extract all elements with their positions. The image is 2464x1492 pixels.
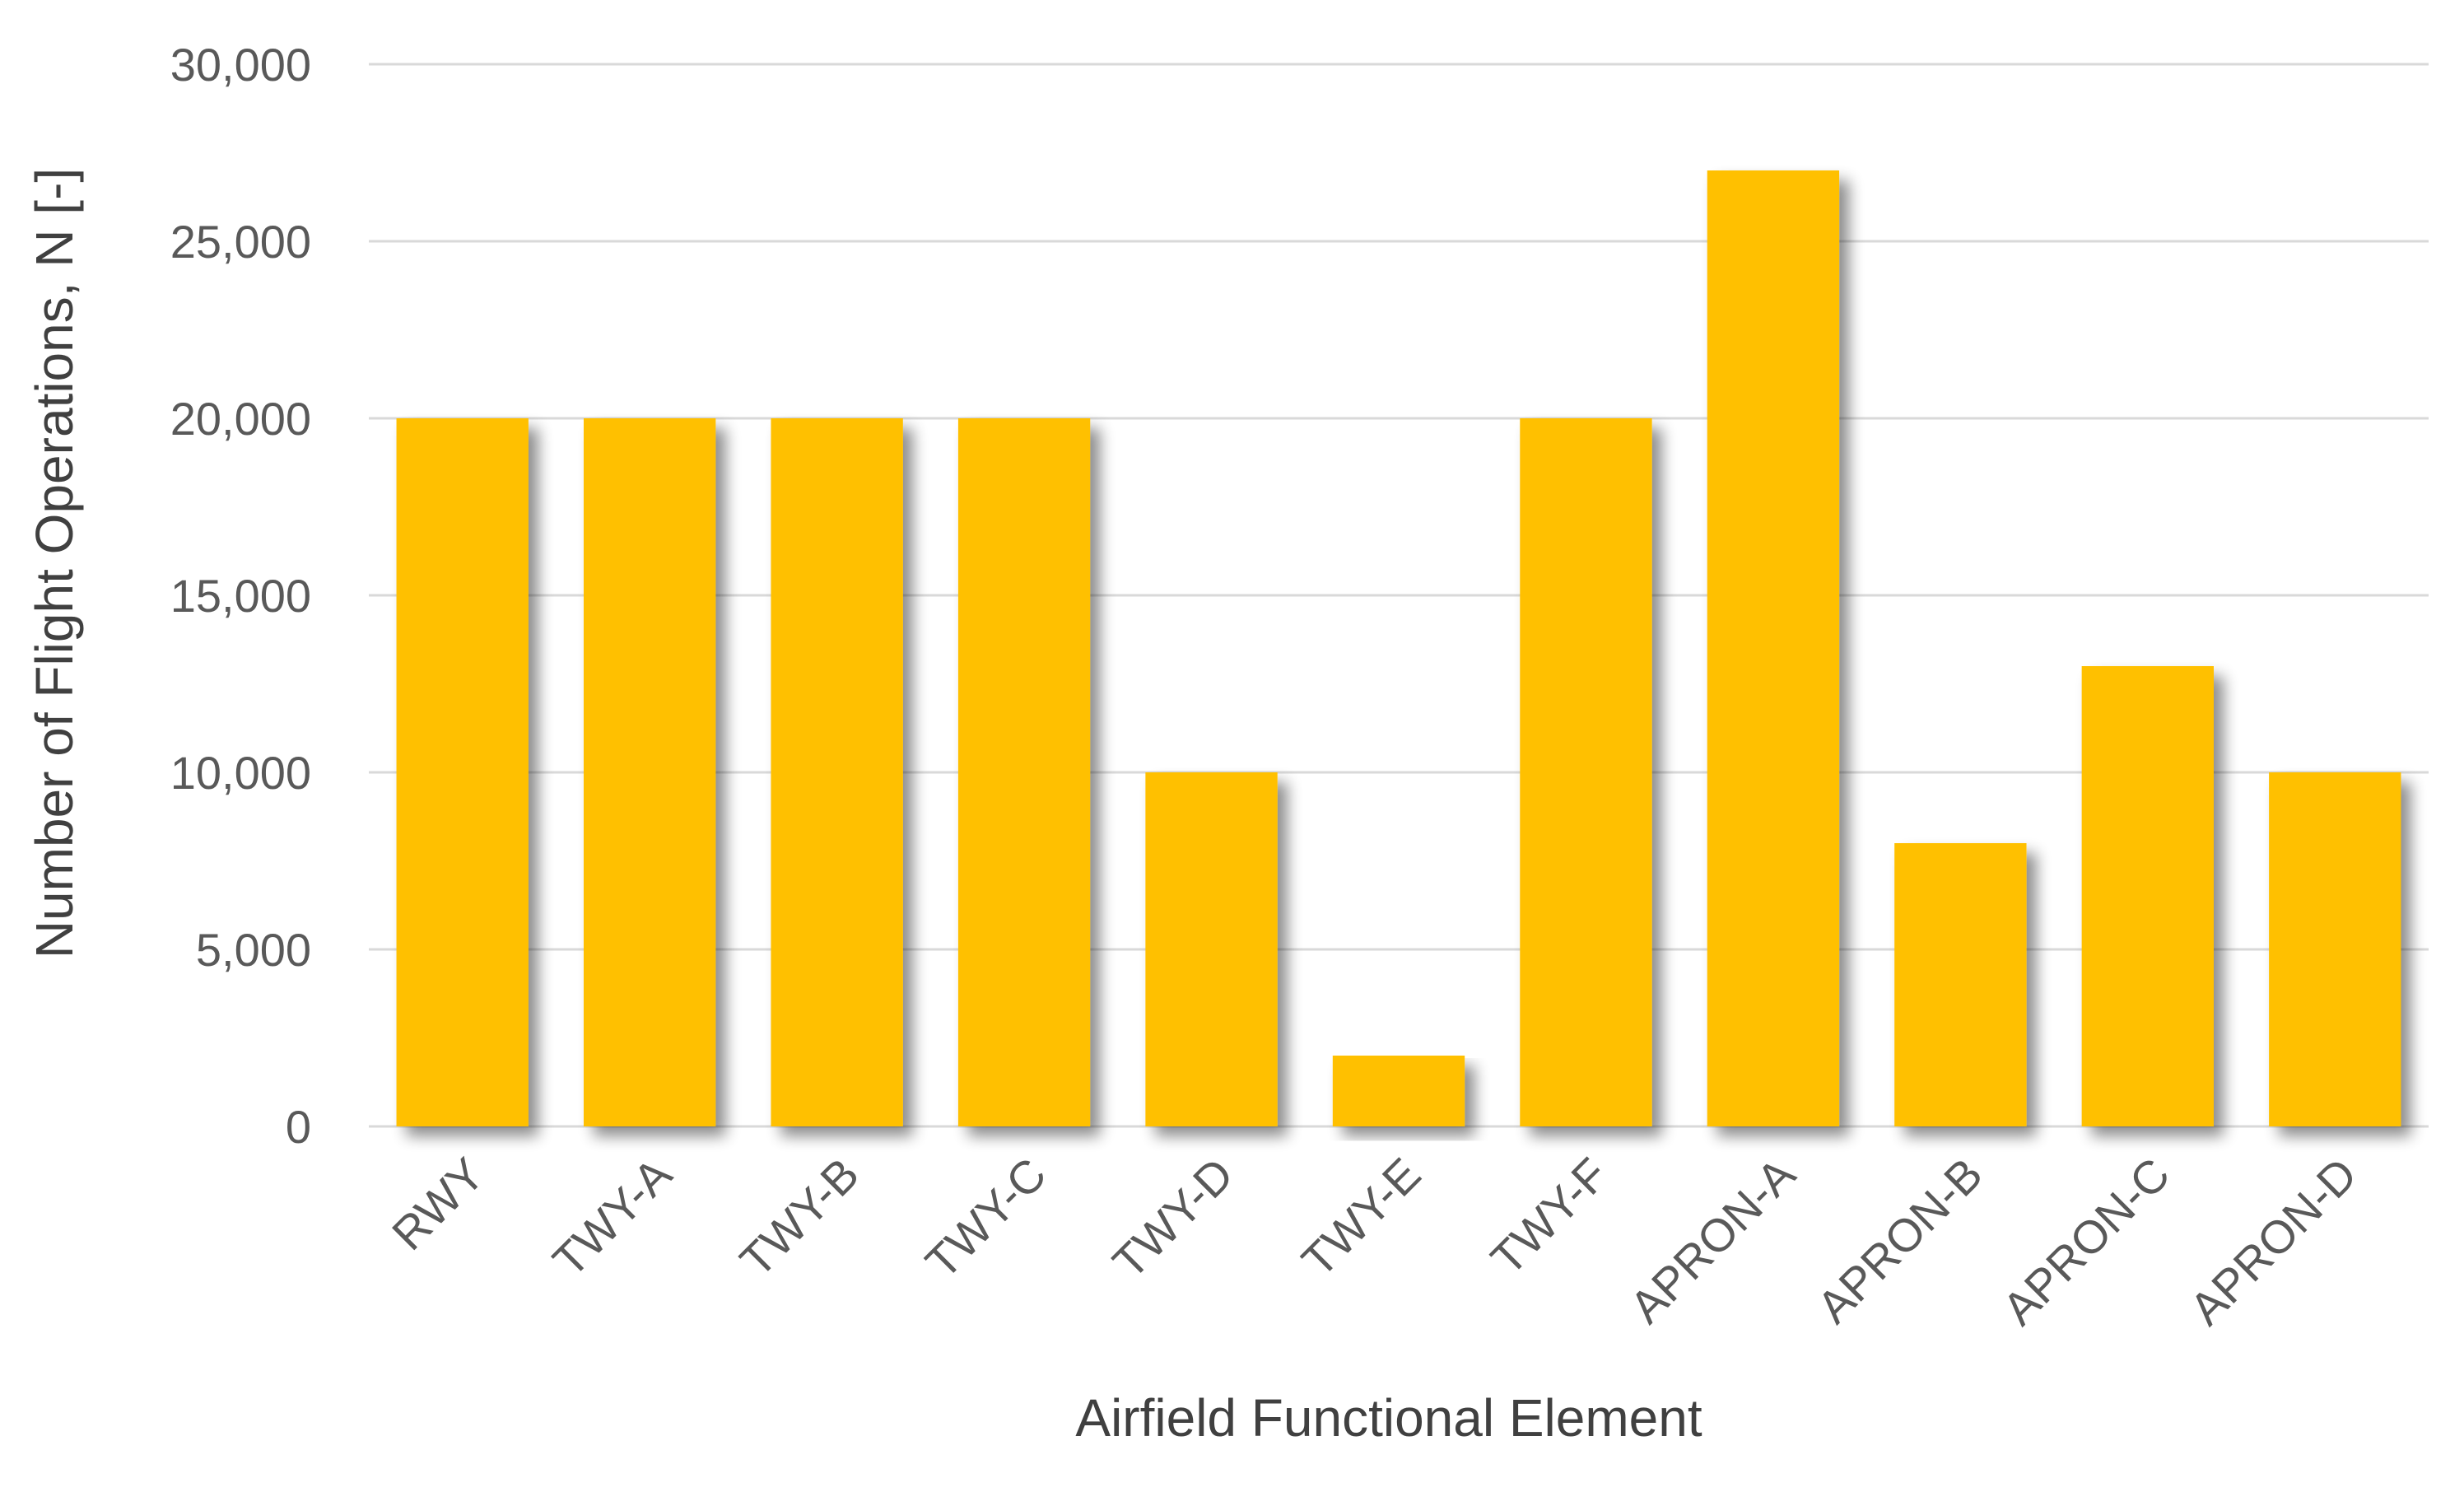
x-tick-label: APRON-D bbox=[2180, 1148, 2367, 1335]
bar bbox=[771, 418, 903, 1126]
bar bbox=[1332, 1056, 1465, 1126]
x-tick-label: TWY-A bbox=[543, 1147, 682, 1286]
x-tick-label: TWY-D bbox=[1102, 1148, 1243, 1289]
x-tick-label: TWY-E bbox=[1292, 1148, 1430, 1286]
y-tick-label: 30,000 bbox=[170, 39, 311, 91]
y-tick-label: 15,000 bbox=[170, 570, 311, 622]
bar bbox=[1707, 170, 1840, 1126]
y-axis-title: Number of Flight Operations, N [-] bbox=[25, 168, 84, 958]
x-axis-title: Airfield Functional Element bbox=[1075, 1388, 1702, 1448]
x-tick-label: TWY-C bbox=[915, 1148, 1056, 1289]
x-tick-label: APRON-B bbox=[1807, 1148, 1992, 1333]
bar bbox=[957, 418, 1091, 1126]
bar bbox=[396, 418, 529, 1126]
bar bbox=[2081, 666, 2214, 1126]
x-tick-label: RWY bbox=[382, 1148, 494, 1260]
x-tick-label: APRON-A bbox=[1619, 1147, 1805, 1332]
bar bbox=[1520, 418, 1652, 1126]
y-tick-label: 0 bbox=[286, 1101, 311, 1153]
bar bbox=[1145, 772, 1278, 1126]
y-axis-ticks: 0 5,000 10,000 15,000 20,000 25,000 30,000 bbox=[170, 39, 311, 1153]
y-tick-label: 20,000 bbox=[170, 393, 311, 445]
bar bbox=[2269, 772, 2401, 1126]
x-tick-label: TWY-F bbox=[1481, 1148, 1618, 1285]
x-tick-label: TWY-B bbox=[730, 1148, 869, 1286]
x-tick-label: APRON-C bbox=[1992, 1148, 2179, 1335]
bars bbox=[396, 170, 2401, 1126]
bar bbox=[1894, 843, 2027, 1126]
y-tick-label: 5,000 bbox=[196, 924, 311, 976]
y-tick-label: 10,000 bbox=[170, 747, 311, 799]
x-axis-ticks: RWY TWY-A TWY-B TWY-C TWY-D TWY-E TWY-F APRON-A… bbox=[382, 1147, 2367, 1335]
bar bbox=[584, 418, 716, 1126]
y-tick-label: 25,000 bbox=[170, 216, 311, 268]
